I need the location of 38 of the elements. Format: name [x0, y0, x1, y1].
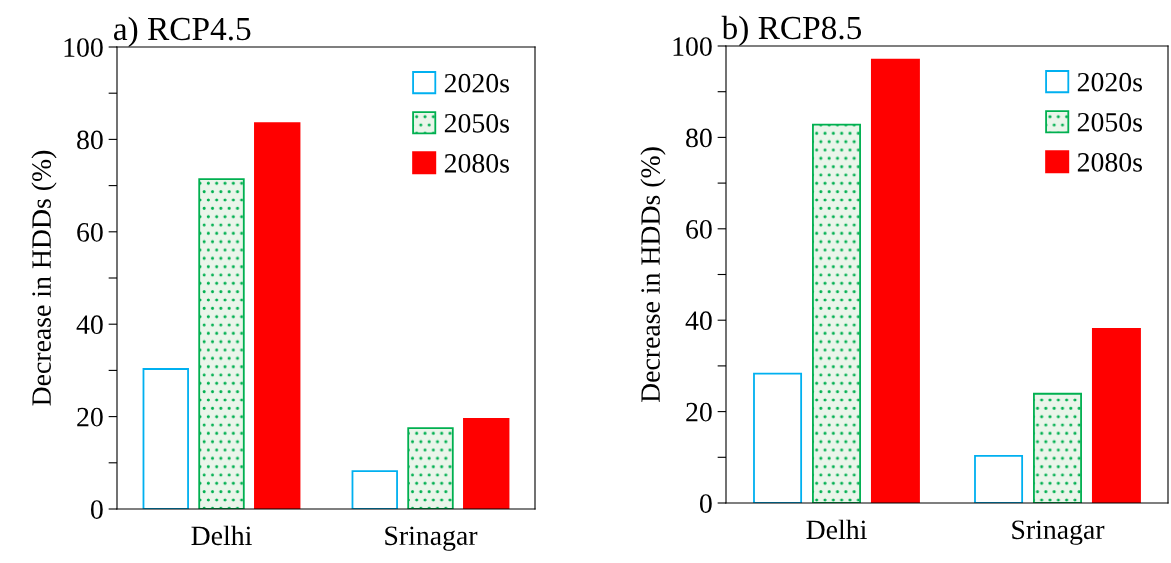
- y-tick-label: 0: [90, 500, 103, 519]
- y-tick-label: 40: [76, 315, 103, 335]
- bar: [407, 427, 454, 509]
- y-tick-label: 60: [686, 219, 712, 239]
- y-tick-label: 100: [673, 37, 712, 56]
- x-tick-label: Srinagar: [385, 526, 478, 551]
- bar: [1091, 327, 1141, 503]
- bar: [254, 122, 301, 509]
- chart-title: b) RCP8.5: [721, 15, 862, 46]
- bar: [1033, 392, 1082, 503]
- legend-label: 2080s: [444, 153, 509, 173]
- y-tick-label: 0: [699, 494, 712, 513]
- x-tick-label: Delhi: [806, 519, 867, 540]
- y-axis-title: Decrease in HDDs (%): [640, 147, 666, 403]
- bar: [974, 455, 1024, 503]
- y-tick-label: 20: [686, 402, 712, 422]
- y-tick-label: 60: [77, 222, 103, 242]
- bar: [753, 372, 803, 503]
- y-tick-label: 80: [77, 130, 103, 150]
- bar: [142, 368, 189, 509]
- legend-label: 2020s: [1077, 72, 1142, 92]
- y-tick-label: 100: [64, 38, 103, 57]
- legend-label: 2050s: [444, 113, 509, 133]
- y-tick-label: 20: [77, 407, 103, 427]
- chart-title: a) RCP4.5: [113, 16, 251, 47]
- legend-label: 2080s: [1077, 152, 1142, 172]
- legend-label: 2050s: [1077, 112, 1142, 132]
- bar: [870, 58, 920, 503]
- bar: [463, 418, 510, 509]
- x-tick-label: Srinagar: [1012, 520, 1105, 545]
- bar: [351, 470, 398, 509]
- y-axis-title: Decrease in HDDs (%): [31, 150, 57, 406]
- y-tick-label: 40: [685, 311, 712, 331]
- x-tick-label: Delhi: [191, 525, 252, 546]
- bar: [812, 123, 861, 503]
- bar: [198, 178, 245, 509]
- legend-label: 2020s: [444, 73, 509, 93]
- y-tick-label: 80: [686, 128, 712, 148]
